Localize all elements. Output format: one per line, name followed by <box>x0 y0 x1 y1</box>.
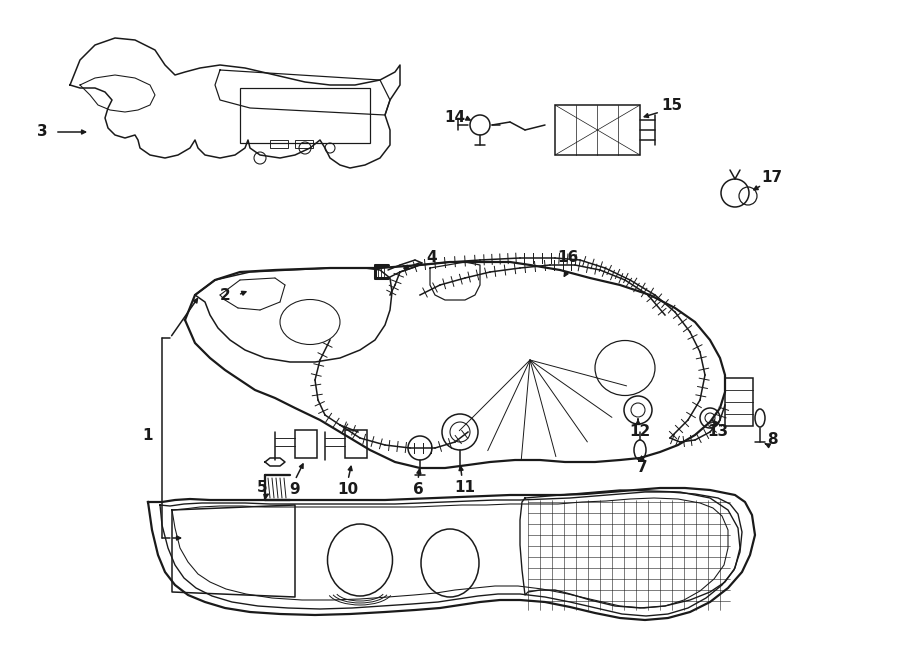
Text: 5: 5 <box>256 481 267 496</box>
Text: 7: 7 <box>636 461 647 475</box>
Text: 10: 10 <box>338 483 358 498</box>
Text: 6: 6 <box>412 483 423 498</box>
Text: 16: 16 <box>557 251 579 266</box>
Text: 14: 14 <box>445 110 465 126</box>
Text: 13: 13 <box>707 424 729 440</box>
Text: 9: 9 <box>290 483 301 498</box>
Bar <box>295 140 313 148</box>
Bar <box>725 378 753 426</box>
Bar <box>555 105 640 155</box>
Text: 1: 1 <box>143 428 153 442</box>
Text: 2: 2 <box>220 288 230 303</box>
Text: 15: 15 <box>662 98 682 112</box>
Bar <box>240 88 370 143</box>
Text: 11: 11 <box>454 481 475 496</box>
Bar <box>295 430 317 458</box>
Text: 12: 12 <box>629 424 651 440</box>
Text: 8: 8 <box>767 432 778 447</box>
Bar <box>270 140 288 148</box>
Bar <box>345 430 367 458</box>
Text: 17: 17 <box>761 171 783 186</box>
Text: 3: 3 <box>37 124 48 139</box>
Text: 4: 4 <box>427 251 437 266</box>
